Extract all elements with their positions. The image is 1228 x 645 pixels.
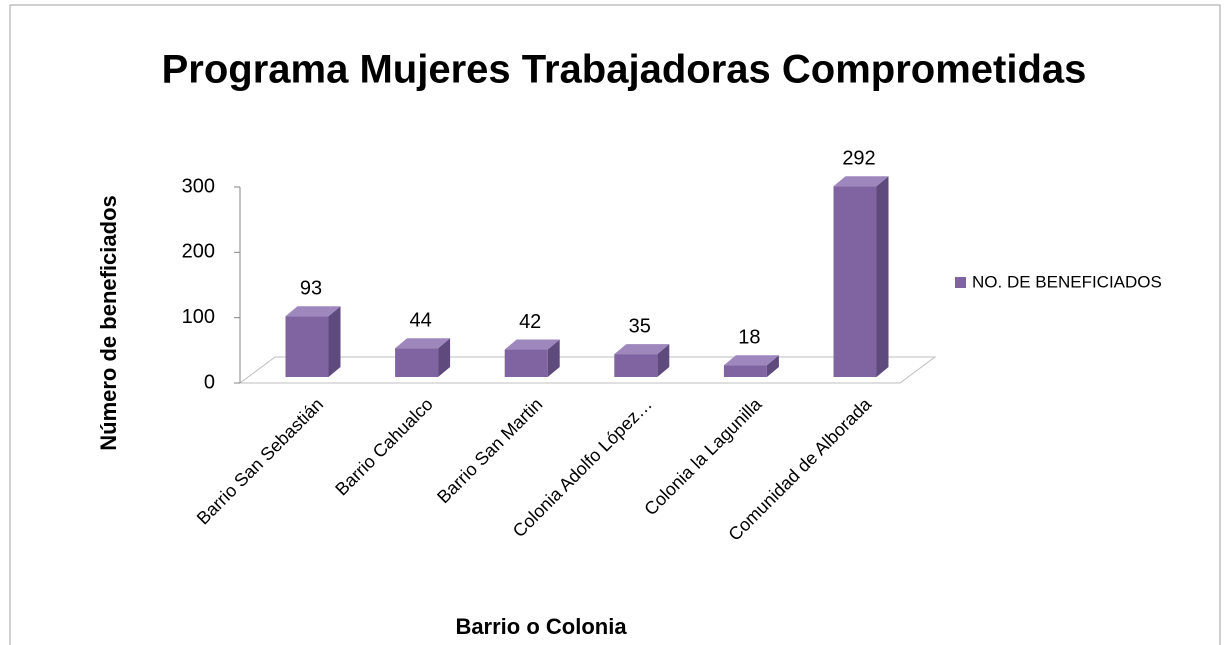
y-tick-label: 300: [182, 175, 215, 197]
value-label: 292: [842, 148, 875, 170]
chart-border: [9, 4, 1221, 645]
bar-side: [438, 338, 451, 377]
y-tick-label: 200: [182, 241, 215, 263]
bar-side: [547, 339, 560, 377]
value-label: 44: [409, 310, 431, 332]
bar-top: [395, 338, 451, 349]
bar: [285, 316, 329, 377]
bar-top: [504, 339, 560, 350]
bar-top: [833, 176, 889, 187]
bar-top: [723, 355, 779, 366]
value-label: 35: [629, 315, 651, 337]
bar-top: [285, 306, 341, 317]
bar-side: [766, 355, 779, 377]
bar-side: [657, 344, 670, 377]
y-tick-label: 0: [204, 371, 215, 393]
bar-side: [328, 306, 341, 377]
floor: [238, 356, 937, 384]
value-label: 18: [738, 327, 760, 349]
legend-label: NO. DE BENEFICIADOS: [972, 272, 1162, 291]
bar: [504, 349, 548, 377]
value-label: 42: [519, 311, 541, 333]
chart-title: Programa Mujeres Trabajadoras Comprometi…: [162, 48, 1087, 92]
bar: [395, 348, 439, 377]
x-axis-title: Barrio o Colonia: [455, 614, 627, 639]
legend-swatch: [955, 277, 966, 288]
value-label: 93: [300, 278, 322, 300]
y-axis-title: Número de beneficiados: [96, 195, 121, 451]
y-tick-label: 100: [182, 306, 215, 328]
bar: [833, 186, 877, 377]
bar: [614, 354, 658, 377]
bar: [723, 365, 767, 377]
bar-side: [876, 176, 889, 377]
bar-top: [614, 344, 670, 355]
